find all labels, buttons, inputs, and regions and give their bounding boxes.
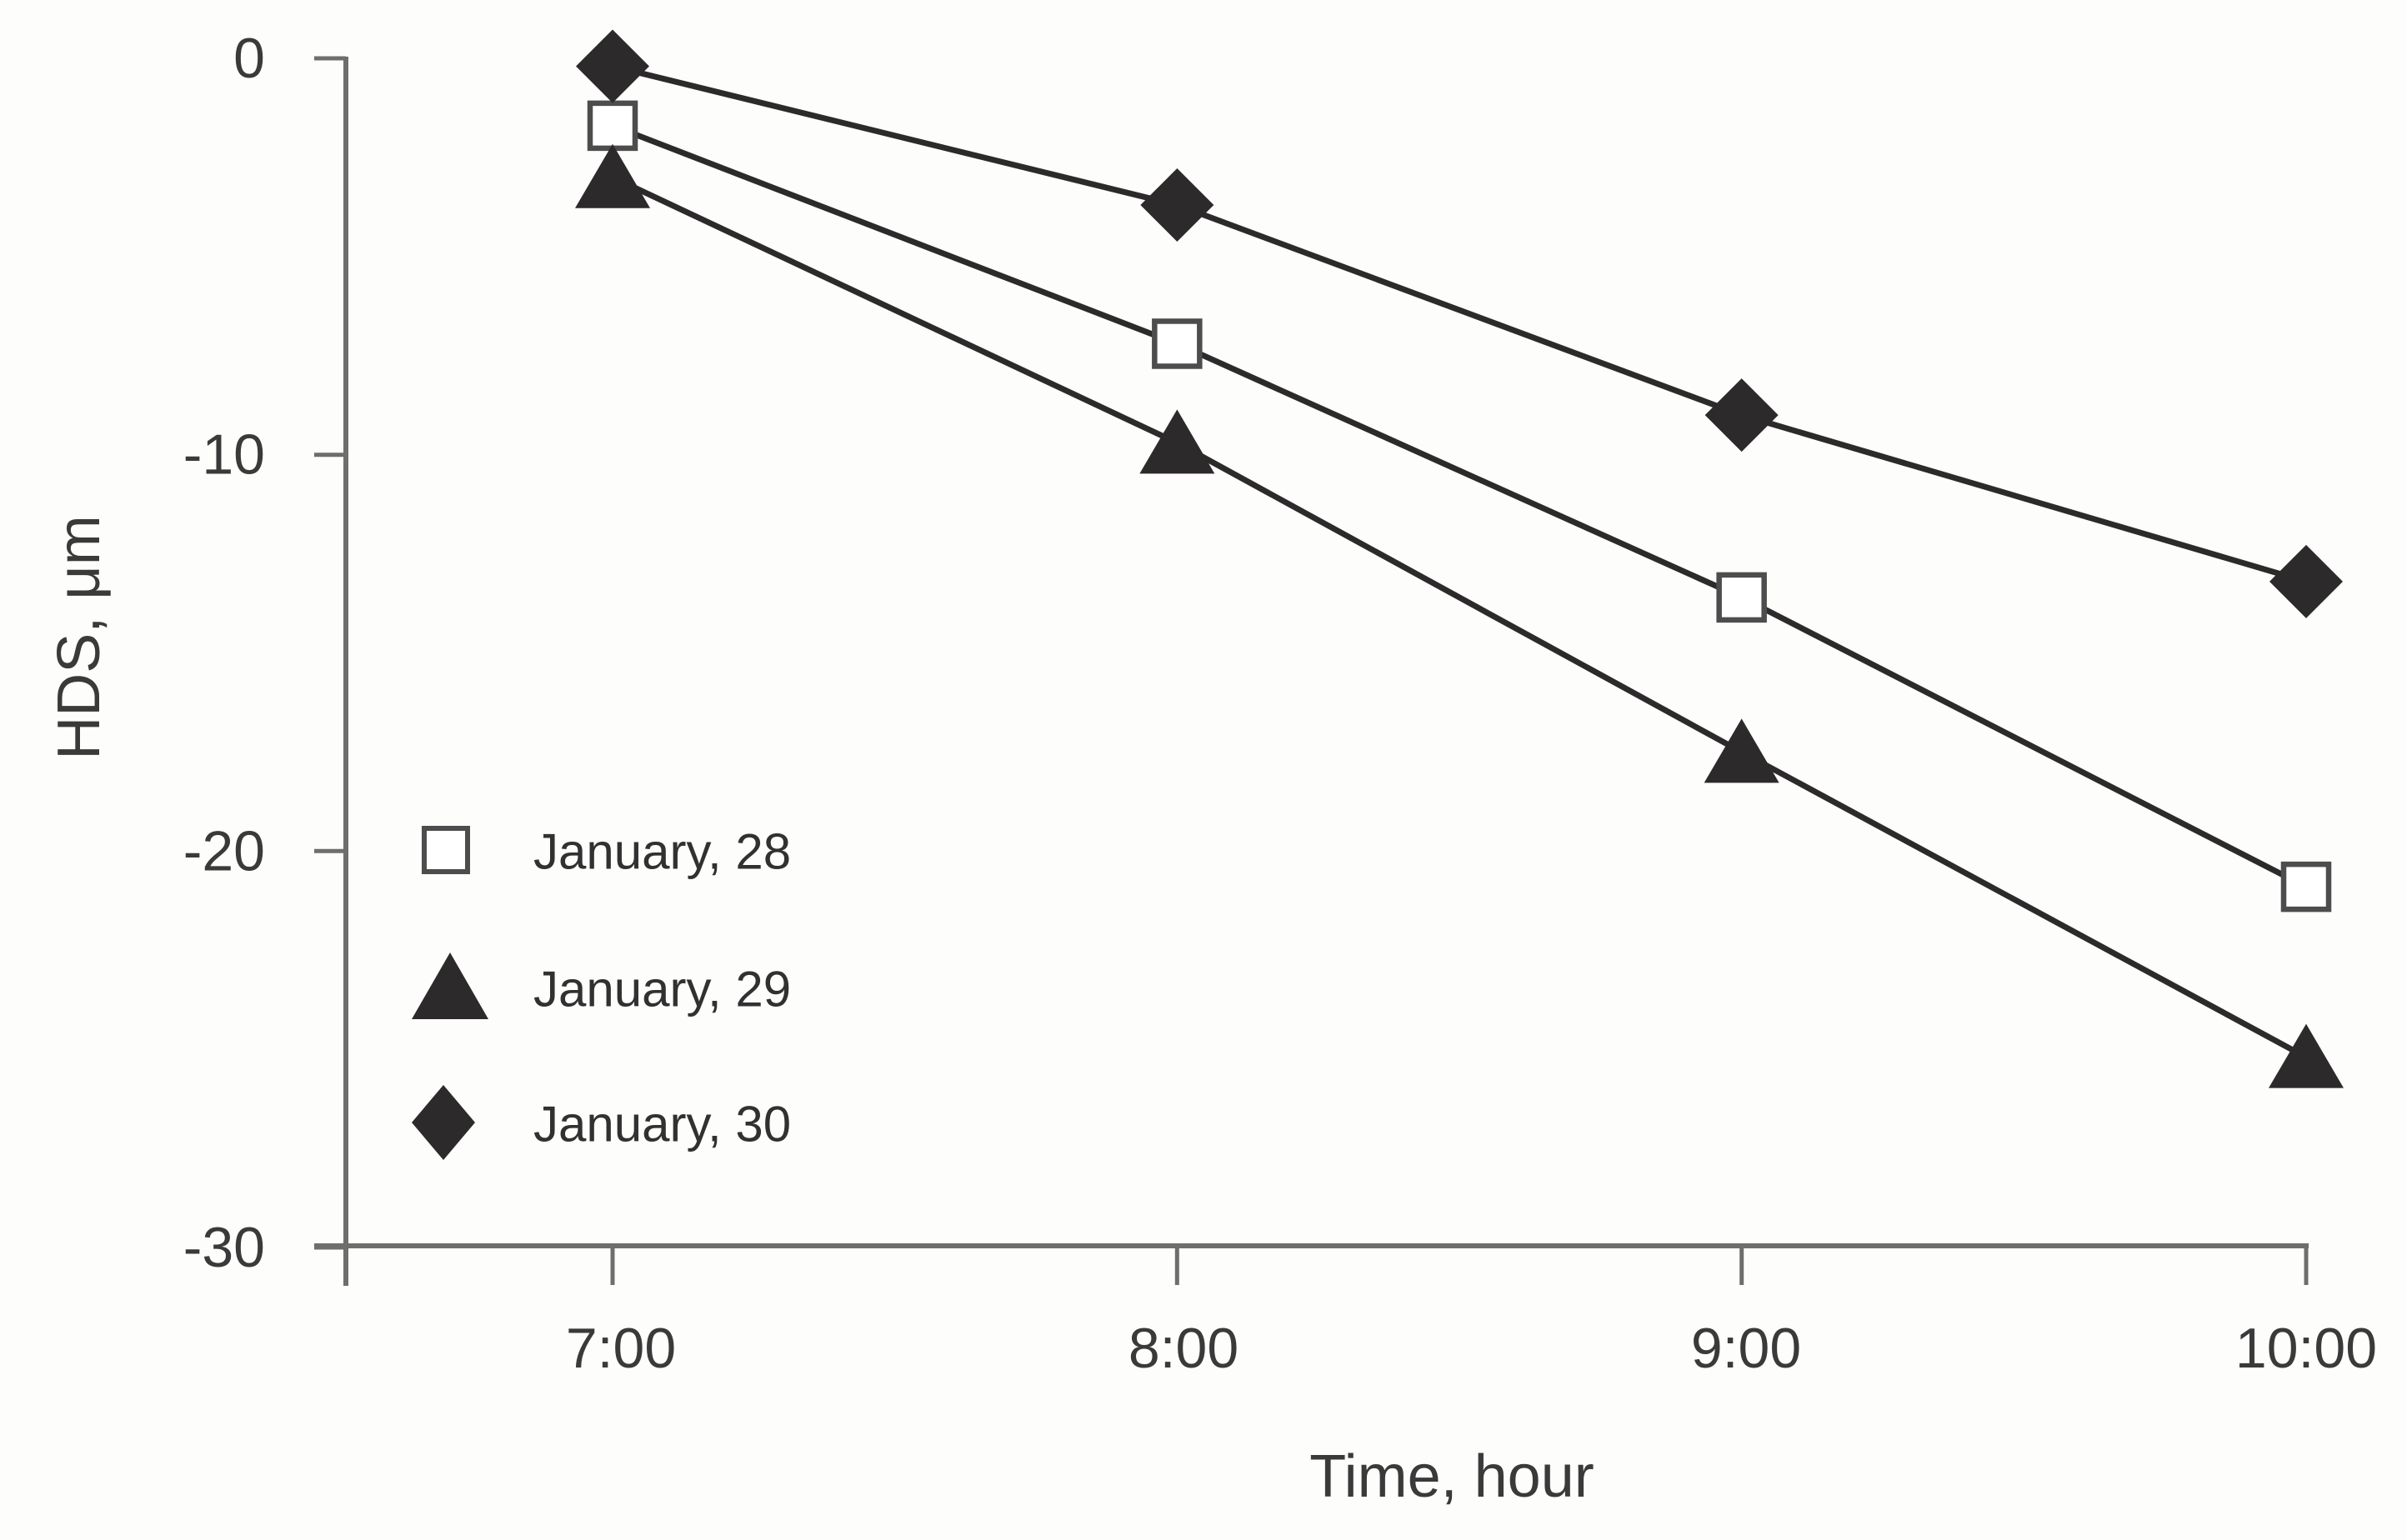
legend-label-jan29: January, 29 (533, 962, 791, 1018)
marker-diamond-2-0 (576, 29, 649, 103)
legend: January, 28 January, 29 January, 30 (412, 824, 791, 1160)
marker-square-0-1 (1152, 318, 1203, 369)
y-axis-title: HDS, μm (46, 515, 113, 759)
x-axis-title: Time, hour (1309, 1443, 1594, 1510)
legend-label-jan28: January, 28 (533, 824, 791, 880)
series-line-1 (611, 174, 2308, 1060)
x-tick-label-9: 9:00 (1691, 1317, 1801, 1380)
series-line-2 (612, 63, 2307, 585)
marker-diamond-2-3 (2269, 544, 2343, 618)
legend-diamond-icon (412, 1085, 475, 1160)
legend-label-jan30: January, 30 (533, 1097, 791, 1152)
legend-triangle-icon (412, 952, 488, 1019)
marker-square-0-0 (587, 100, 638, 152)
series-layer (575, 29, 2344, 1088)
marker-square-0-3 (2280, 861, 2332, 912)
legend-square-open-icon (422, 826, 470, 874)
marker-triangle-1-3 (2268, 1023, 2344, 1088)
x-tick-label-8: 8:00 (1128, 1317, 1239, 1380)
marker-diamond-2-2 (1704, 378, 1779, 452)
y-tick-label-0: 0 (233, 27, 265, 90)
y-tick-label-20: -20 (183, 819, 265, 882)
x-tick-label-7: 7:00 (566, 1317, 676, 1380)
marker-triangle-1-0 (575, 143, 650, 208)
marker-triangle-1-2 (1704, 718, 1779, 783)
marker-triangle-1-1 (1139, 409, 1215, 474)
x-tick-label-10: 10:00 (2235, 1317, 2377, 1380)
marker-square-0-2 (1716, 572, 1767, 623)
y-tick-label-10: -10 (183, 423, 265, 487)
marker-diamond-2-1 (1140, 168, 1214, 242)
y-tick-label-30: -30 (183, 1216, 265, 1279)
series-line-0 (611, 122, 2308, 890)
